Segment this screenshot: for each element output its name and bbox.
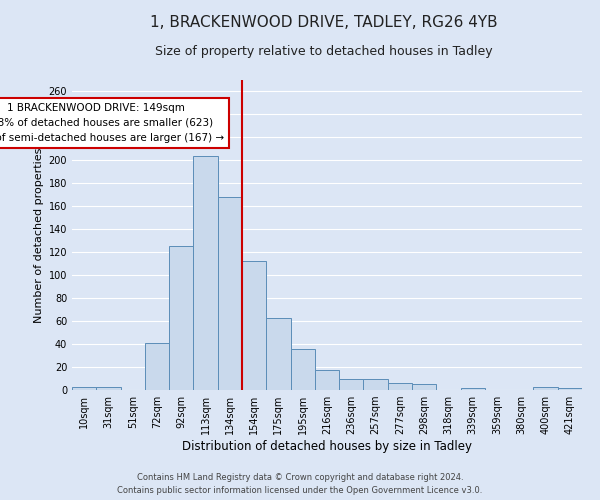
Bar	[339, 378, 364, 390]
Bar	[388, 383, 412, 390]
Bar	[266, 318, 290, 390]
Bar	[193, 156, 218, 390]
Bar	[533, 386, 558, 390]
Bar	[169, 246, 193, 390]
Bar	[290, 348, 315, 390]
Bar	[461, 388, 485, 390]
Bar	[412, 384, 436, 390]
Bar	[72, 386, 96, 390]
X-axis label: Distribution of detached houses by size in Tadley: Distribution of detached houses by size …	[182, 440, 472, 453]
Bar	[145, 343, 169, 390]
Bar	[315, 370, 339, 390]
Text: Size of property relative to detached houses in Tadley: Size of property relative to detached ho…	[155, 45, 493, 58]
Y-axis label: Number of detached properties: Number of detached properties	[34, 148, 44, 322]
Text: Contains HM Land Registry data © Crown copyright and database right 2024.
Contai: Contains HM Land Registry data © Crown c…	[118, 474, 482, 495]
Bar	[558, 388, 582, 390]
Bar	[96, 386, 121, 390]
Bar	[242, 262, 266, 390]
Text: 1 BRACKENWOOD DRIVE: 149sqm
← 78% of detached houses are smaller (623)
21% of se: 1 BRACKENWOOD DRIVE: 149sqm ← 78% of det…	[0, 103, 224, 142]
Bar	[364, 378, 388, 390]
Bar	[218, 197, 242, 390]
Text: 1, BRACKENWOOD DRIVE, TADLEY, RG26 4YB: 1, BRACKENWOOD DRIVE, TADLEY, RG26 4YB	[150, 15, 498, 30]
